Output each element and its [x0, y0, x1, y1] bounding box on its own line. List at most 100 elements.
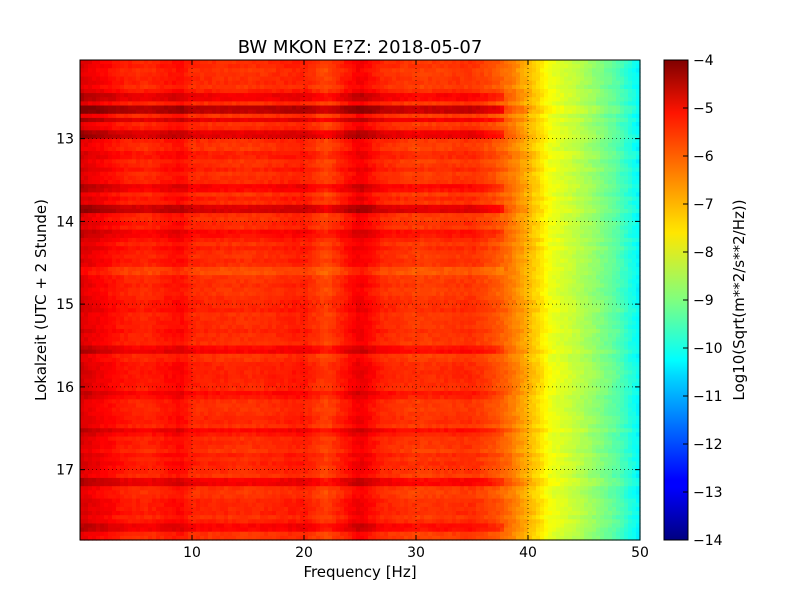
heatmap-cell [352, 126, 357, 131]
heatmap-cell [408, 138, 413, 144]
heatmap-cell [560, 130, 565, 136]
heatmap-cell [272, 134, 277, 140]
heatmap-cell [152, 80, 157, 86]
heatmap-cell [328, 188, 333, 194]
heatmap-cell [400, 163, 405, 169]
heatmap-cell [256, 122, 261, 127]
heatmap-cell [488, 117, 493, 123]
heatmap-cell [528, 93, 533, 98]
heatmap-cell [604, 113, 609, 119]
heatmap-cell [628, 200, 633, 206]
heatmap-cell [488, 80, 493, 86]
heatmap-cell [380, 97, 385, 102]
heatmap-cell [112, 200, 117, 206]
heatmap-cell [376, 130, 381, 136]
heatmap-cell [488, 163, 493, 169]
heatmap-cell [368, 109, 373, 115]
heatmap-cell [588, 200, 593, 206]
heatmap-cell [628, 167, 633, 173]
heatmap-cell [156, 196, 161, 202]
heatmap-cell [596, 84, 601, 90]
heatmap-cell [524, 163, 529, 169]
heatmap-cell [220, 192, 225, 198]
heatmap-cell [380, 113, 385, 119]
heatmap-cell [448, 80, 453, 86]
heatmap-cell [432, 84, 437, 90]
heatmap-cell [588, 184, 593, 189]
heatmap-cell [180, 167, 185, 173]
heatmap-cell [352, 151, 357, 156]
heatmap-cell [172, 134, 177, 140]
heatmap-cell [312, 76, 317, 82]
heatmap-cell [472, 171, 477, 177]
heatmap-cell [436, 126, 441, 131]
heatmap-cell [336, 175, 341, 181]
heatmap-cell [628, 68, 633, 74]
heatmap-cell [584, 155, 589, 160]
heatmap-cell [160, 184, 165, 189]
heatmap-cell [224, 146, 229, 152]
heatmap-cell [160, 192, 165, 198]
heatmap-cell [552, 72, 557, 78]
heatmap-cell [632, 155, 637, 160]
heatmap-cell [216, 117, 221, 123]
heatmap-cell [152, 76, 157, 82]
heatmap-cell [552, 113, 557, 119]
heatmap-cell [84, 84, 89, 90]
heatmap-cell [460, 200, 465, 206]
heatmap-cell [584, 105, 589, 111]
heatmap-cell [440, 101, 445, 107]
heatmap-cell [540, 97, 545, 102]
heatmap-cell [348, 122, 353, 127]
heatmap-cell [248, 105, 253, 111]
heatmap-cell [324, 113, 329, 119]
heatmap-cell [160, 84, 165, 90]
heatmap-cell [200, 122, 205, 127]
heatmap-cell [236, 109, 241, 115]
heatmap-cell [612, 200, 617, 206]
heatmap-cell [508, 113, 513, 119]
heatmap-cell [164, 68, 169, 74]
heatmap-cell [136, 138, 141, 144]
heatmap-cell [444, 80, 449, 86]
heatmap-cell [400, 155, 405, 160]
heatmap-cell [316, 60, 321, 65]
heatmap-cell [516, 93, 521, 98]
heatmap-cell [204, 188, 209, 194]
heatmap-cell [244, 155, 249, 160]
heatmap-cell [432, 76, 437, 82]
heatmap-cell [396, 60, 401, 65]
heatmap-cell [240, 184, 245, 189]
heatmap-cell [476, 84, 481, 90]
heatmap-cell [84, 109, 89, 115]
heatmap-cell [616, 68, 621, 74]
heatmap-cell [188, 138, 193, 144]
heatmap-cell [336, 159, 341, 165]
heatmap-cell [148, 109, 153, 115]
heatmap-cell [112, 60, 117, 65]
heatmap-cell [360, 134, 365, 140]
heatmap-cell [84, 88, 89, 94]
heatmap-cell [276, 171, 281, 177]
heatmap-cell [556, 97, 561, 102]
heatmap-cell [148, 196, 153, 202]
heatmap-cell [320, 93, 325, 98]
heatmap-cell [512, 126, 517, 131]
heatmap-cell [296, 84, 301, 90]
heatmap-cell [528, 171, 533, 177]
heatmap-cell [492, 192, 497, 198]
heatmap-cell [540, 72, 545, 78]
heatmap-cell [636, 188, 641, 194]
heatmap-cell [496, 117, 501, 123]
heatmap-cell [316, 204, 321, 210]
heatmap-cell [100, 113, 105, 119]
heatmap-cell [292, 142, 297, 148]
heatmap-cell [424, 72, 429, 78]
heatmap-cell [256, 60, 261, 65]
heatmap-cell [240, 80, 245, 86]
heatmap-cell [556, 117, 561, 123]
heatmap-cell [252, 134, 257, 140]
heatmap-cell [380, 60, 385, 65]
heatmap-cell [616, 134, 621, 140]
heatmap-cell [304, 192, 309, 198]
